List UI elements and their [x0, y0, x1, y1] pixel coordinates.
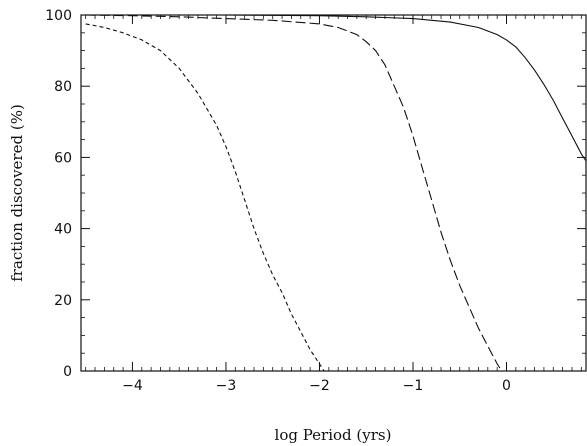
series-line-solid: [85, 14, 587, 162]
x-tick-label: −2: [309, 378, 330, 394]
y-axis-label: fraction discovered (%): [8, 104, 26, 282]
x-tick-label: −4: [122, 378, 143, 394]
series-line-short-dash: [85, 23, 325, 372]
y-tick-label: 0: [63, 364, 72, 380]
y-tick-label: 40: [54, 222, 72, 238]
y-tick-label: 80: [54, 79, 72, 95]
ticks-layer: [81, 14, 586, 372]
y-tick-label: 60: [54, 150, 72, 166]
x-axis-label: log Period (yrs): [275, 426, 392, 444]
x-tick-label: 0: [502, 378, 511, 394]
x-tick-label: −1: [403, 378, 424, 394]
series-line-long-dash: [85, 14, 503, 372]
series-layer: [85, 14, 587, 372]
y-tick-label: 20: [54, 293, 72, 309]
plot-frame: [80, 14, 587, 372]
tick-labels-layer: −4 −3 −2 −1 0 0 20 40 60 80 100: [45, 8, 511, 394]
x-tick-label: −3: [216, 378, 237, 394]
y-tick-label: 100: [45, 8, 72, 24]
